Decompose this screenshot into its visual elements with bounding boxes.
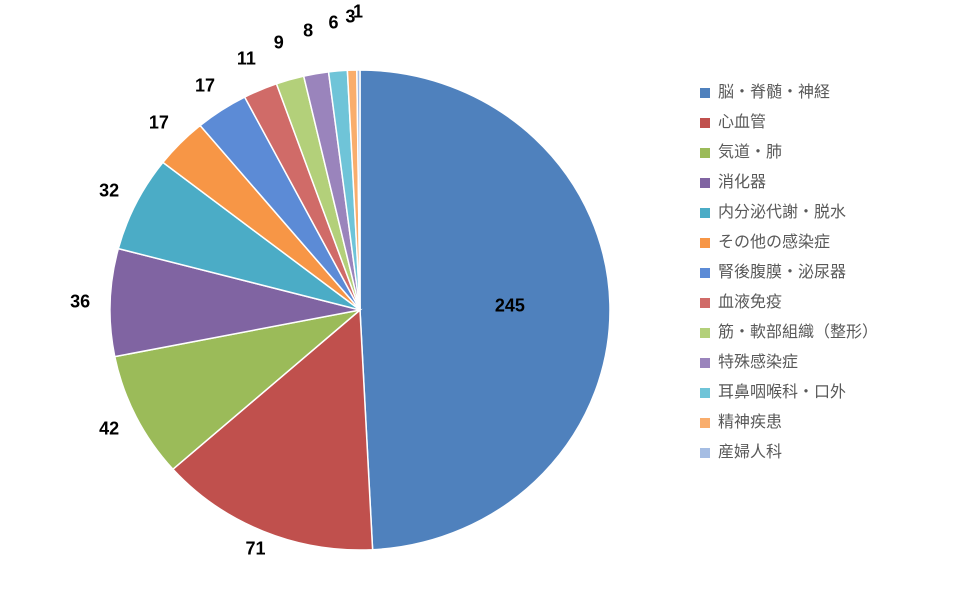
legend-item: 心血管	[700, 115, 878, 131]
legend-swatch	[700, 388, 710, 398]
legend-label: 特殊感染症	[718, 355, 798, 371]
legend-label: その他の感染症	[718, 235, 830, 251]
legend-swatch	[700, 298, 710, 308]
legend-item: 気道・肺	[700, 145, 878, 161]
legend-label: 腎後腹膜・泌尿器	[718, 265, 846, 281]
legend-label: 精神疾患	[718, 415, 782, 431]
legend-item: その他の感染症	[700, 235, 878, 251]
legend-swatch	[700, 328, 710, 338]
legend-label: 産婦人科	[718, 445, 782, 461]
legend-label: 耳鼻咽喉科・口外	[718, 385, 846, 401]
legend-label: 筋・軟部組織（整形）	[718, 325, 878, 341]
legend-label: 内分泌代謝・脱水	[718, 205, 846, 221]
legend-swatch	[700, 418, 710, 428]
pie-slice	[360, 70, 610, 550]
legend-item: 特殊感染症	[700, 355, 878, 371]
legend-swatch	[700, 88, 710, 98]
legend-item: 精神疾患	[700, 415, 878, 431]
legend-swatch	[700, 208, 710, 218]
legend-item: 消化器	[700, 175, 878, 191]
legend-item: 血液免疫	[700, 295, 878, 311]
legend-item: 筋・軟部組織（整形）	[700, 325, 878, 341]
legend-item: 産婦人科	[700, 445, 878, 461]
legend-item: 脳・脊髄・神経	[700, 85, 878, 101]
pie-chart-container: 2457142363217171198631 脳・脊髄・神経心血管気道・肺消化器…	[0, 0, 968, 590]
legend-swatch	[700, 118, 710, 128]
chart-legend: 脳・脊髄・神経心血管気道・肺消化器内分泌代謝・脱水その他の感染症腎後腹膜・泌尿器…	[700, 85, 878, 475]
legend-swatch	[700, 358, 710, 368]
legend-swatch	[700, 148, 710, 158]
legend-item: 内分泌代謝・脱水	[700, 205, 878, 221]
legend-swatch	[700, 238, 710, 248]
legend-item: 耳鼻咽喉科・口外	[700, 385, 878, 401]
legend-label: 消化器	[718, 175, 766, 191]
legend-item: 腎後腹膜・泌尿器	[700, 265, 878, 281]
legend-label: 脳・脊髄・神経	[718, 85, 830, 101]
legend-swatch	[700, 268, 710, 278]
legend-label: 心血管	[718, 115, 766, 131]
legend-label: 気道・肺	[718, 145, 782, 161]
legend-swatch	[700, 448, 710, 458]
legend-swatch	[700, 178, 710, 188]
legend-label: 血液免疫	[718, 295, 782, 311]
